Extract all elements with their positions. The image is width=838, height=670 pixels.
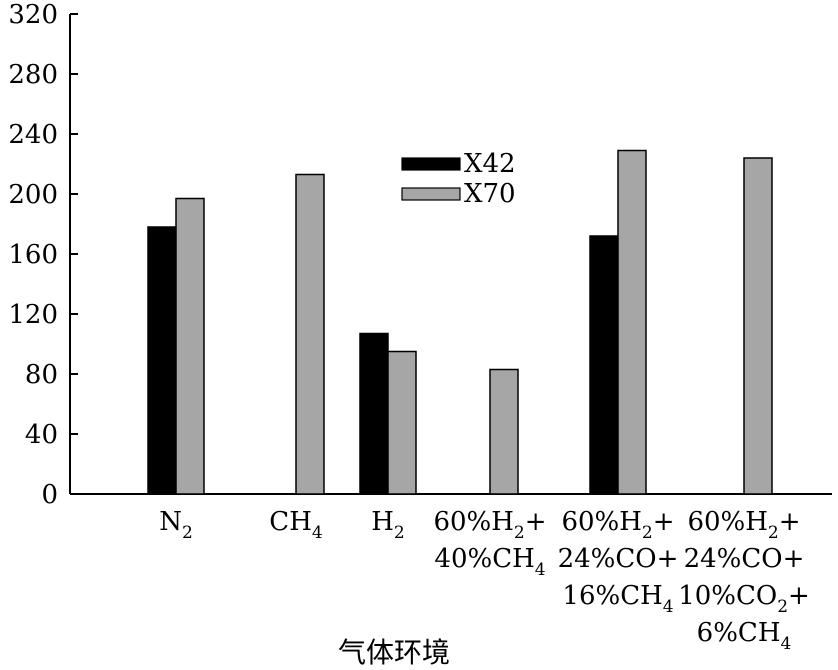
legend-label-x70: X70 (464, 179, 516, 209)
y-tick-label: 80 (25, 360, 58, 390)
category-label: 24%CO+ (558, 544, 679, 574)
category-label: N2 (159, 507, 193, 543)
bar-x42-0 (147, 226, 177, 495)
category-label: 60%H2+ (561, 507, 674, 543)
y-tick-label: 0 (41, 480, 58, 510)
category-label: 40%CH4 (434, 544, 545, 580)
bar-x70-2 (387, 350, 417, 495)
y-tick-label: 160 (8, 240, 58, 270)
category-label: H2 (371, 507, 405, 543)
category-label: 6%CH4 (697, 618, 792, 654)
y-axis: 0 40 80 120 160 200 240 280 320 (8, 0, 78, 510)
category-label: 24%CO+ (684, 544, 805, 574)
category-label: 16%CH4 (562, 581, 673, 617)
bar-x42-2 (359, 332, 389, 495)
x-axis-title: 气体环境 (338, 636, 450, 669)
y-tick-label: 200 (8, 180, 58, 210)
y-tick-label: 320 (8, 0, 58, 30)
y-tick-label: 280 (8, 60, 58, 90)
bar-x70-4 (617, 149, 647, 495)
bar-x70-1 (295, 173, 325, 495)
bar-x42-4 (589, 235, 619, 495)
legend-swatch-x42 (401, 157, 461, 171)
category-label: CH4 (269, 507, 322, 543)
bar-x70-5 (743, 157, 773, 495)
y-tick-label: 40 (25, 420, 58, 450)
y-tick-label: 120 (8, 300, 58, 330)
category-label: 10%CO2+ (678, 581, 810, 617)
bar-x70-0 (175, 197, 205, 495)
y-tick-label: 240 (8, 120, 58, 150)
bar-x70-3 (489, 368, 519, 495)
bars (147, 149, 773, 495)
legend-label-x42: X42 (464, 149, 516, 179)
category-labels: N2 CH4 H2 60%H2+40%CH460%H2+24%CO+16%CH460%… (159, 507, 810, 654)
legend-swatch-x70 (401, 187, 461, 201)
category-label: 60%H2+ (687, 507, 800, 543)
category-label: 60%H2+ (433, 507, 546, 543)
